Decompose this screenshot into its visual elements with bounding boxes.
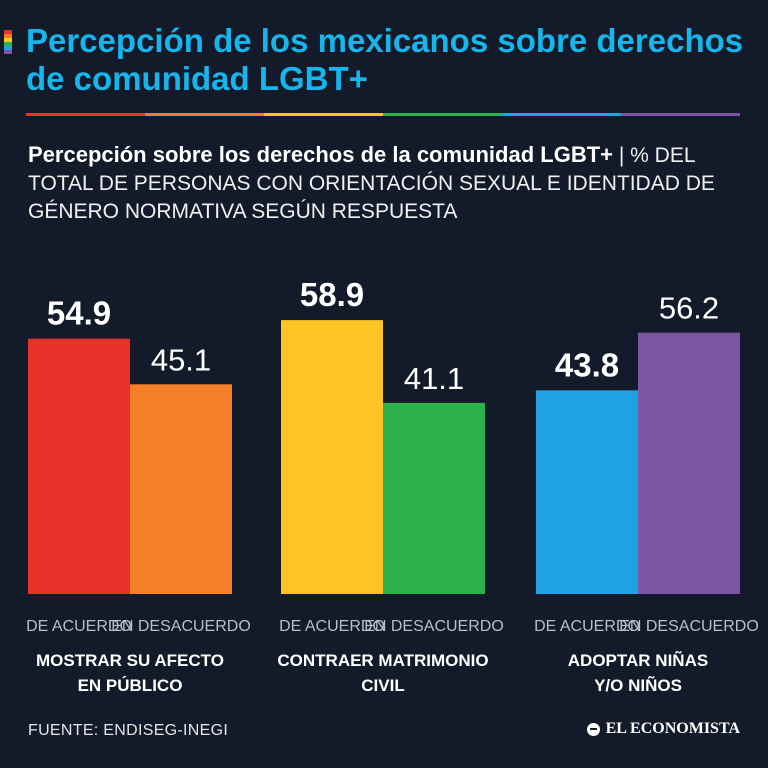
source-note: FUENTE: ENDISEG-INEGI <box>28 722 229 739</box>
page-title: Percepción de los mexicanos sobre derech… <box>26 22 744 97</box>
bar <box>383 402 485 594</box>
rainbow-divider <box>26 113 740 116</box>
response-label: EN DESACUERDO <box>111 618 251 635</box>
subtitle-rest: % DEL TOTAL DE PERSONAS CON ORIENTACIÓN … <box>28 144 715 223</box>
data-label: 58.9 <box>300 276 364 313</box>
category-label-line: CIVIL <box>361 676 404 695</box>
response-label: DE ACUERDO <box>26 618 132 635</box>
brand-icon <box>586 722 600 736</box>
rainbow-stripe <box>4 30 12 34</box>
response-label: DE ACUERDO <box>279 618 385 635</box>
divider-segment <box>145 113 264 116</box>
subtitle-bold: Percepción sobre los derechos de la comu… <box>28 142 613 167</box>
data-label: 56.2 <box>659 291 719 326</box>
bar <box>28 338 130 594</box>
bar <box>536 390 638 594</box>
category-label: MOSTRAR SU AFECTO EN PÚBLICO <box>36 651 224 695</box>
bar <box>638 332 740 594</box>
rainbow-stripe <box>4 38 12 42</box>
divider-segment <box>383 113 502 116</box>
divider-segment <box>621 113 740 116</box>
data-label: 41.1 <box>404 361 464 396</box>
response-label: DE ACUERDO <box>534 618 640 635</box>
rainbow-stripe <box>4 34 12 38</box>
data-label: 43.8 <box>555 346 619 383</box>
category-label-line: ADOPTAR NIÑAS <box>568 650 708 670</box>
chart-subtitle: Percepción sobre los derechos de la comu… <box>28 141 748 226</box>
rainbow-stripe <box>4 42 12 46</box>
divider-segment <box>26 113 145 116</box>
category-label-line: MOSTRAR SU AFECTO <box>36 651 224 670</box>
brand-name: EL ECONOMISTA <box>605 720 740 737</box>
bar <box>130 384 232 594</box>
divider-segment <box>264 113 383 116</box>
rainbow-stripe <box>4 46 12 50</box>
category-label-line: CONTRAER MATRIMONIO <box>277 651 488 670</box>
brand-logo: EL ECONOMISTA <box>586 720 740 738</box>
rainbow-stripe <box>4 50 12 54</box>
bar-chart: 54.9 DE ACUERDO 45.1 EN DESACUERDO MOSTRAR S… <box>26 276 759 695</box>
data-label: 45.1 <box>151 342 211 377</box>
divider-segment <box>502 113 621 116</box>
response-label: EN DESACUERDO <box>619 618 759 635</box>
category-label-line: EN PÚBLICO <box>78 676 183 695</box>
bar <box>281 320 383 594</box>
category-label-line: Y/O NIÑOS <box>594 675 682 695</box>
response-label: EN DESACUERDO <box>364 618 504 635</box>
category-label: CONTRAER MATRIMONIO CIVIL <box>277 651 488 695</box>
rainbow-mark-icon <box>4 30 12 54</box>
subtitle-separator: | <box>618 144 625 167</box>
category-label: ADOPTAR NIÑAS Y/O NIÑOS <box>568 650 708 695</box>
data-label: 54.9 <box>47 295 111 332</box>
